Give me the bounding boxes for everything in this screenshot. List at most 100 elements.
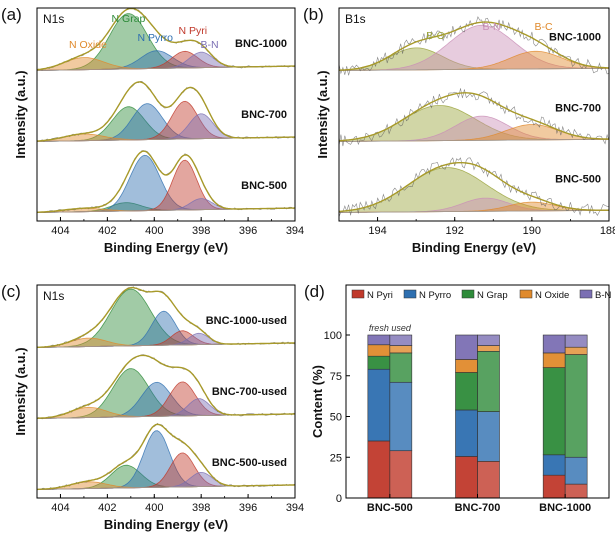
- fit-envelope-bnc-500: [338, 162, 609, 213]
- peak-bnc-1000-b-n: [338, 24, 610, 71]
- panel-c: BNC-1000-used BNC-700-used BNC-500-used 404…: [1, 282, 304, 532]
- x-tick-label-b-192: 192: [446, 225, 464, 237]
- y-tick-label-d-100: 100: [324, 330, 342, 342]
- component-label-a-n-grap: N Grap: [112, 13, 146, 25]
- fit-envelope-bnc-1000: [338, 21, 610, 71]
- baseline-bnc-700: [338, 138, 610, 142]
- series-label-bnc-1000: BNC-1000: [235, 38, 287, 50]
- bar-bnc-700-fresh-n-oxide: [455, 359, 478, 373]
- component-label-a-n-pyrro: N Pyrro: [137, 32, 173, 44]
- bar-bnc-1000-fresh-n-oxide: [542, 352, 566, 368]
- x-tick-label-b-188: 188: [600, 225, 615, 237]
- y-axis-label-a: Intensity (a.u.): [13, 70, 28, 158]
- bar-bnc-700-used-n-grap: [477, 350, 500, 412]
- component-label-a-b-n: B-N: [200, 39, 218, 51]
- x-axis-label-b: Binding Energy (eV): [412, 240, 536, 255]
- x-tick-label-b-194: 194: [368, 225, 386, 237]
- series-label-bnc-700-used: BNC-700-used: [212, 386, 287, 398]
- bar-bnc-700-used-b-n: [477, 334, 500, 346]
- bar-bnc-1000-used-b-n: [564, 334, 588, 348]
- bar-bnc-1000-used-n-grap: [564, 354, 588, 458]
- y-tick-label-d-75: 75: [330, 371, 342, 383]
- series-label-bnc-1000-used: BNC-1000-used: [206, 315, 287, 327]
- bar-bnc-700-used-n-oxide: [477, 345, 500, 352]
- fit-envelope-bnc-500: [36, 150, 296, 213]
- x-tick-label-c-404: 404: [51, 502, 69, 514]
- bar-bnc-1000-used-n-pyrro: [564, 456, 588, 485]
- series-label-bnc-500: BNC-500: [555, 174, 601, 186]
- plot-frame-b: [338, 7, 610, 222]
- x-axis-label-a: Binding Energy (eV): [104, 240, 228, 255]
- x-tick-label-a-394: 394: [286, 225, 304, 237]
- bar-bnc-700-fresh-b-n: [455, 334, 478, 360]
- x-tick-label-c-400: 400: [145, 502, 163, 514]
- fit-envelope-bnc-700-used: [36, 354, 296, 419]
- bar-bnc-500-used-b-n: [389, 334, 413, 346]
- bar-bnc-500-fresh-n-pyri: [367, 440, 391, 499]
- category-label-bnc-1000: BNC-1000: [539, 502, 591, 514]
- series-label-bnc-1000: BNC-1000: [549, 32, 601, 44]
- panel-letter-c: (c): [1, 282, 21, 301]
- y-axis-label-c: Intensity (a.u.): [13, 347, 28, 435]
- x-tick-label-b-190: 190: [523, 225, 541, 237]
- bar-bnc-700-used-n-pyrro: [477, 411, 500, 462]
- plot-frame-d: [345, 284, 610, 499]
- panel-b: BNC-1000 BNC-700 BNC-500 194 192 190 188 Bindin…: [303, 5, 615, 255]
- x-tick-label-c-396: 396: [239, 502, 257, 514]
- baseline-bnc-500: [338, 209, 610, 213]
- x-tick-label-c-398: 398: [192, 502, 210, 514]
- x-tick-label-a-402: 402: [98, 225, 116, 237]
- bar-bnc-1000-used-n-oxide: [564, 346, 588, 355]
- legend-label-b-n: B-N: [595, 290, 612, 301]
- fit-envelope-bnc-1000-used: [37, 286, 296, 348]
- fit-envelope-bnc-500-used: [36, 423, 296, 491]
- component-label-b-b-n: B-N: [483, 21, 501, 33]
- bar-bnc-700-fresh-n-pyri: [455, 456, 478, 499]
- bar-bnc-500-used-n-oxide: [389, 345, 413, 354]
- bar-bnc-500-fresh-n-grap: [367, 355, 391, 370]
- y-tick-label-d-50: 50: [330, 412, 342, 424]
- panel-d: BNC-500 BNC-700 BNC-1000 fresh used 0 25 50 75 1…: [304, 282, 612, 514]
- category-label-bnc-700: BNC-700: [455, 502, 501, 514]
- bar-bnc-1000-fresh-b-n: [542, 334, 566, 354]
- legend-label-n-oxide: N Oxide: [535, 290, 569, 301]
- x-tick-label-a-398: 398: [192, 225, 210, 237]
- x-axis-label-c: Binding Energy (eV): [104, 517, 228, 532]
- series-label-bnc-500: BNC-500: [241, 180, 287, 192]
- core-level-label-c: N1s: [43, 289, 64, 303]
- fit-envelope-bnc-700: [36, 81, 296, 142]
- bar-bnc-500-used-n-pyri: [389, 450, 413, 499]
- x-tick-label-a-396: 396: [239, 225, 257, 237]
- plot-frame-a: [36, 7, 296, 222]
- legend-label-n-grap: N Grap: [477, 290, 508, 301]
- legend-swatch-n-pyri: [351, 289, 365, 299]
- x-tick-label-a-404: 404: [51, 225, 69, 237]
- bar-bnc-500-fresh-n-oxide: [367, 344, 391, 357]
- baseline-bnc-1000: [338, 67, 610, 71]
- bar-bnc-700-used-n-pyri: [477, 461, 500, 499]
- fresh-used-annotation: fresh used: [369, 323, 412, 333]
- category-label-bnc-500: BNC-500: [367, 502, 413, 514]
- panel-a: BNC-1000 BNC-700 BNC-500 404 402 400 398 396 394…: [1, 5, 304, 255]
- legend-swatch-b-n: [579, 289, 593, 299]
- component-label-a-n-oxide: N Oxide: [69, 39, 107, 51]
- legend-swatch-n-grap: [461, 289, 475, 299]
- y-tick-label-d-25: 25: [330, 452, 342, 464]
- plot-frame-c: [36, 284, 296, 499]
- panel-letter-d: (d): [304, 282, 325, 301]
- bar-bnc-500-used-n-pyrro: [389, 381, 413, 452]
- legend-swatch-n-oxide: [519, 289, 533, 299]
- bar-bnc-1000-fresh-n-pyri: [542, 474, 566, 499]
- bar-bnc-1000-used-n-pyri: [564, 483, 588, 499]
- bar-bnc-500-fresh-n-pyrro: [367, 368, 391, 442]
- bar-bnc-700-fresh-n-grap: [455, 372, 478, 411]
- x-tick-label-c-402: 402: [98, 502, 116, 514]
- legend-label-n-pyrro: N Pyrro: [419, 290, 451, 301]
- component-label-b-b-o: B-O: [426, 30, 445, 42]
- component-label-a-n-pyri: N Pyri: [178, 25, 207, 37]
- core-level-label-a: N1s: [43, 12, 64, 26]
- y-axis-label-b: Intensity (a.u.): [315, 70, 330, 158]
- panel-letter-a: (a): [1, 5, 22, 24]
- y-tick-label-d-0: 0: [336, 493, 342, 505]
